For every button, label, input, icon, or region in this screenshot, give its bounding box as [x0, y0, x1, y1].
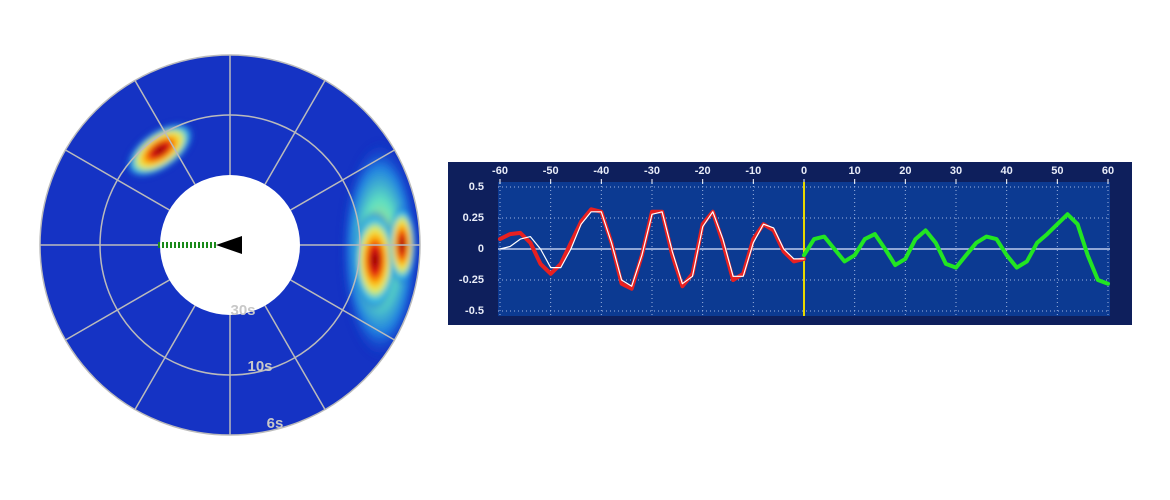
x-tick-label: -10 — [745, 165, 761, 177]
ring-label: 10s — [247, 358, 272, 375]
x-tick-label: -20 — [695, 165, 711, 177]
spoke — [290, 149, 395, 211]
spoke — [290, 279, 395, 341]
ring-label: 30s — [230, 302, 255, 319]
x-tick-label: 20 — [899, 165, 911, 177]
energy-blob — [125, 121, 195, 179]
direction-arrow — [216, 236, 242, 254]
spoke — [264, 80, 326, 185]
spokes — [40, 55, 420, 435]
energy-blob — [353, 210, 397, 310]
x-tick-label: -60 — [492, 165, 508, 177]
x-tick-label: 30 — [950, 165, 962, 177]
spoke — [264, 305, 326, 410]
y-tick-label: -0.5 — [465, 305, 484, 317]
spoke — [134, 305, 196, 410]
x-tick-label: 50 — [1051, 165, 1063, 177]
y-tick-label: 0.25 — [463, 212, 484, 224]
spoke — [134, 80, 196, 185]
series-line — [499, 211, 805, 287]
y-tick-label: 0.5 — [469, 181, 484, 193]
timeseries-chart: -60 -50 -40 -30 -20 -10 0 10 20 30 40 50 60 0.5 0.25 0 -… — [459, 165, 1114, 317]
y-tick-label: -0.25 — [459, 274, 484, 286]
series-line — [498, 207, 806, 291]
x-tick-label: 10 — [849, 165, 861, 177]
series-line — [802, 212, 1110, 286]
x-tick-label: -50 — [543, 165, 559, 177]
y-tick-label: 0 — [478, 243, 484, 255]
polar-spectrum: 30s 10s 6s — [39, 54, 421, 436]
x-tick-label: -30 — [644, 165, 660, 177]
spoke — [65, 279, 170, 341]
x-tick-label: 60 — [1102, 165, 1114, 177]
ring-label: 6s — [267, 415, 284, 432]
x-tick-label: 0 — [801, 165, 807, 177]
spoke — [65, 149, 170, 211]
x-tick-label: -40 — [593, 165, 609, 177]
x-tick-label: 40 — [1001, 165, 1013, 177]
